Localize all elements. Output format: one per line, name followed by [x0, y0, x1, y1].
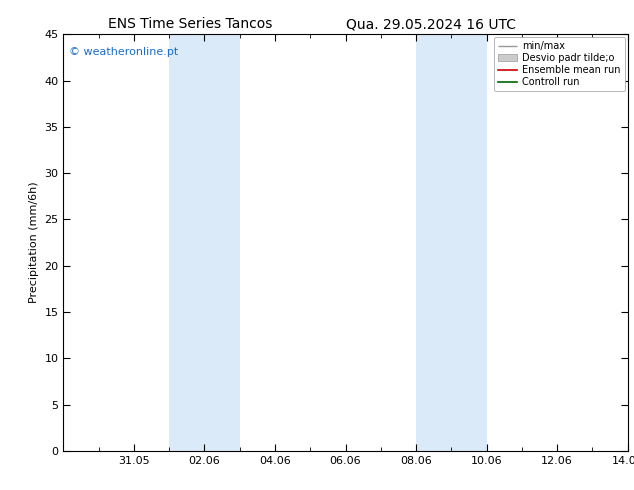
Bar: [169, 34, 240, 451]
Text: © weatheronline.pt: © weatheronline.pt: [69, 47, 178, 57]
Text: ENS Time Series Tancos: ENS Time Series Tancos: [108, 17, 273, 31]
Y-axis label: Precipitation (mm/6h): Precipitation (mm/6h): [29, 182, 39, 303]
Text: Qua. 29.05.2024 16 UTC: Qua. 29.05.2024 16 UTC: [346, 17, 516, 31]
Bar: [416, 34, 487, 451]
Legend: min/max, Desvio padr tilde;o, Ensemble mean run, Controll run: min/max, Desvio padr tilde;o, Ensemble m…: [494, 37, 624, 91]
